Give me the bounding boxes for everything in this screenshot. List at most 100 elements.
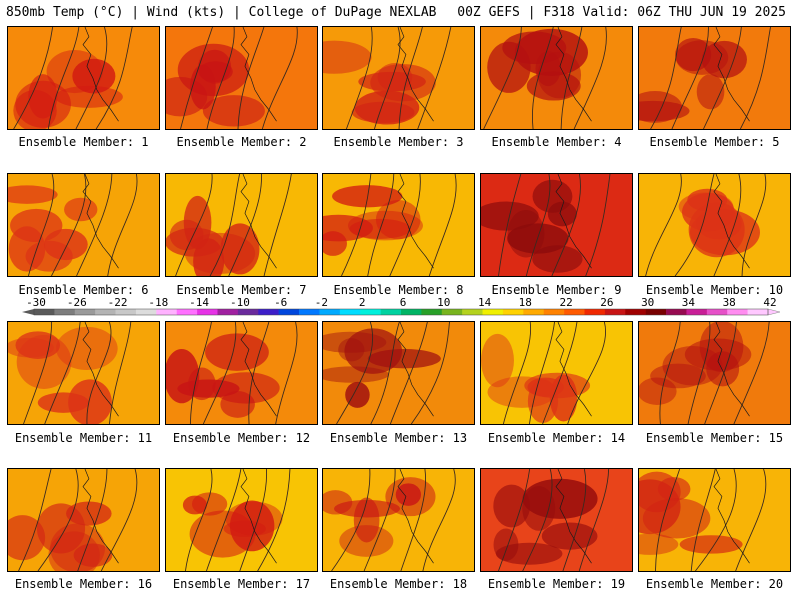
ensemble-member-label: Ensemble Member: 11	[14, 431, 153, 445]
ensemble-map-panel	[480, 173, 633, 277]
map-title: 850mb Temp (°C) | Wind (kts) | College o…	[6, 5, 437, 20]
contour-line	[400, 469, 427, 571]
colorbar-tick-label: 2	[359, 296, 366, 309]
ensemble-member-label: Ensemble Member: 7	[176, 283, 307, 297]
contour-line	[410, 322, 450, 424]
contour-line	[336, 322, 374, 424]
contour-line	[529, 322, 555, 424]
warm-anomaly-region	[64, 197, 98, 222]
ensemble-member-label: Ensemble Member: 16	[14, 577, 153, 591]
coastline	[240, 469, 277, 564]
contour-line	[655, 469, 681, 571]
colorbar-swatch	[747, 309, 769, 315]
contour-line	[498, 174, 522, 276]
colorbar-tick-label: 22	[559, 296, 572, 309]
temperature-field-map	[166, 322, 317, 424]
contour-line	[13, 27, 54, 129]
warm-anomaly-region	[679, 535, 743, 554]
contour-line	[389, 174, 421, 276]
model-run-info: 00Z GEFS | F318 Valid: 06Z THU JUN 19 20…	[457, 5, 786, 20]
contour-line	[498, 469, 531, 571]
contour-line	[175, 174, 213, 276]
contour-line	[502, 322, 532, 424]
temperature-field-map	[8, 322, 159, 424]
temperature-field-map	[8, 469, 159, 571]
temperature-field-map	[481, 322, 632, 424]
contour-line	[202, 322, 237, 424]
warm-anomaly-region	[493, 484, 531, 528]
colorbar-tick-label: 10	[437, 296, 450, 309]
ensemble-map-panel	[7, 321, 160, 425]
colorbar-swatch	[217, 309, 239, 315]
colorbar-swatch	[135, 309, 157, 315]
contour-line	[263, 174, 292, 276]
temperature-field-map	[639, 322, 790, 424]
coastline	[555, 322, 592, 417]
colorbar-swatch	[706, 309, 728, 315]
contour-line	[75, 27, 108, 129]
warm-anomaly-region	[493, 528, 519, 561]
coastline	[82, 469, 119, 564]
contour-line	[275, 322, 298, 424]
ensemble-member-label: Ensemble Member: 20	[645, 577, 784, 591]
contour-line	[695, 469, 737, 571]
contour-line	[585, 174, 611, 276]
contour-line	[703, 27, 742, 129]
warm-anomaly-region	[332, 185, 403, 208]
warm-anomaly-region	[182, 495, 207, 515]
ensemble-member-label: Ensemble Member: 13	[329, 431, 468, 445]
ensemble-map-panel	[322, 173, 475, 277]
colorbar-swatch	[686, 309, 708, 315]
coastline	[713, 174, 750, 269]
colorbar-swatch	[584, 309, 606, 315]
colorbar-tick-label: -10	[230, 296, 250, 309]
warm-anomaly-region	[541, 522, 598, 550]
temperature-field-map	[323, 27, 474, 129]
contour-line	[239, 469, 268, 571]
temperature-field-map	[481, 27, 632, 129]
temperature-colorbar: -30 -26 -22 -18 -14 -10 -6 -2 2 6 10 14 18 22 26 30 34 38…	[0, 296, 800, 320]
colorbar-swatch	[625, 309, 646, 315]
warm-anomaly-region	[166, 348, 200, 404]
warm-anomaly-region	[696, 74, 725, 110]
contour-line	[562, 469, 587, 571]
coastline	[555, 469, 592, 564]
colorbar-tick-label: -30	[26, 296, 46, 309]
warm-anomaly-region	[202, 95, 265, 127]
contour-line	[389, 322, 428, 424]
colorbar-swatch	[441, 309, 463, 315]
ensemble-member-label: Ensemble Member: 4	[491, 135, 622, 149]
warm-anomaly-region	[54, 85, 123, 108]
colorbar-tick-label: -2	[315, 296, 328, 309]
colorbar-swatch	[462, 309, 483, 315]
warm-anomaly-region	[487, 376, 557, 408]
ensemble-map-panel	[322, 26, 475, 130]
warm-anomaly-region	[642, 498, 711, 539]
temperature-field-map	[166, 469, 317, 571]
ensemble-map-panel	[7, 26, 160, 130]
warm-anomaly-region	[183, 195, 212, 250]
warm-anomaly-region	[8, 226, 46, 272]
ensemble-map-panel	[480, 321, 633, 425]
colorbar-swatch	[543, 309, 565, 315]
coastline	[82, 322, 119, 417]
ensemble-map-panel	[322, 468, 475, 572]
coastline	[713, 27, 750, 122]
temperature-field-map	[639, 27, 790, 129]
contour-line	[206, 469, 242, 571]
colorbar-tick-label: -18	[148, 296, 168, 309]
ensemble-member-label: Ensemble Member: 5	[649, 135, 780, 149]
warm-anomaly-region	[68, 379, 112, 424]
colorbar-swatch	[502, 309, 524, 315]
coastline	[397, 322, 434, 417]
ensemble-map-panel	[7, 173, 160, 277]
contour-line	[18, 469, 52, 571]
ensemble-map-panel	[480, 468, 633, 572]
coastline	[82, 174, 119, 269]
warm-anomaly-region	[526, 71, 581, 101]
ensemble-member-label: Ensemble Member: 9	[491, 283, 622, 297]
colorbar-low-arrow	[22, 309, 34, 315]
warm-anomaly-region	[351, 101, 415, 123]
colorbar-swatch	[258, 309, 279, 315]
warm-anomaly-region	[28, 74, 58, 119]
